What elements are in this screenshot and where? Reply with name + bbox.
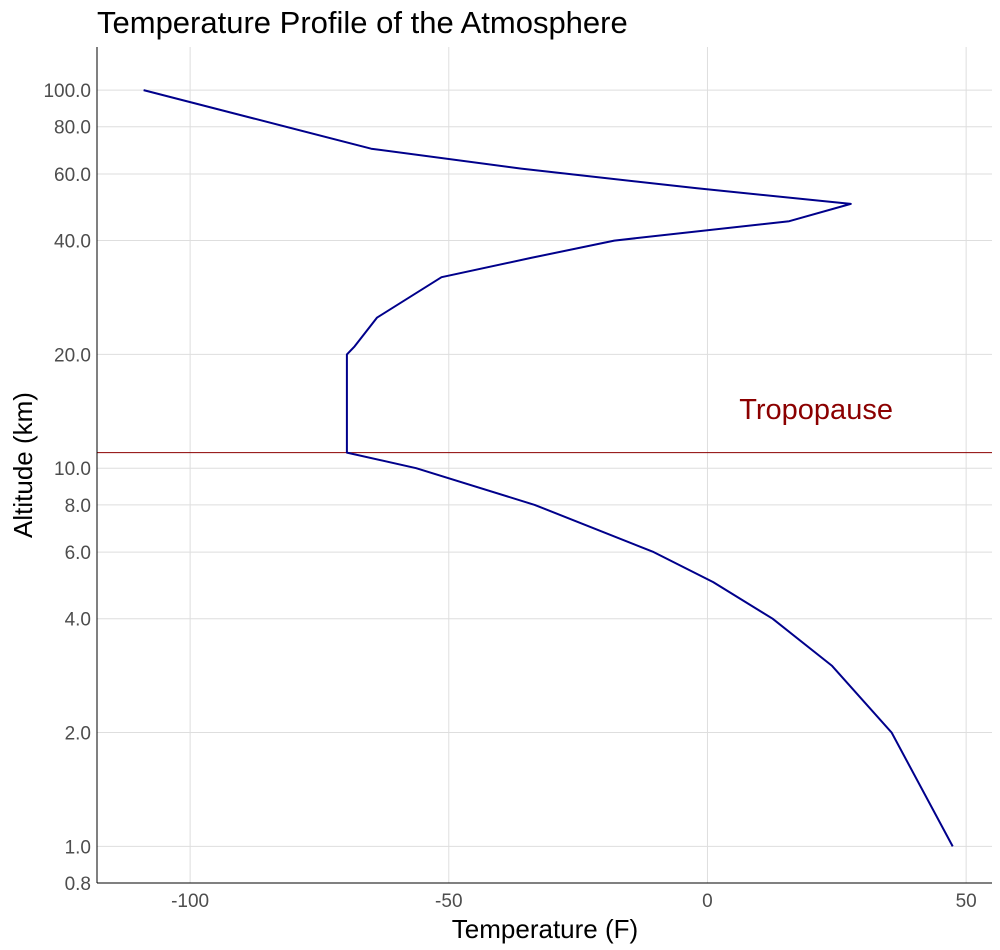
y-tick-label: 4.0 xyxy=(65,610,91,631)
y-tick-label: 10.0 xyxy=(54,459,91,480)
grid xyxy=(97,47,992,884)
y-axis-title: Altitude (km) xyxy=(8,392,38,538)
y-tick-label: 100.0 xyxy=(43,81,91,102)
y-tick-label: 20.0 xyxy=(54,345,91,366)
chart-title: Temperature Profile of the Atmosphere xyxy=(97,5,628,40)
annotation-layer: Tropopause xyxy=(739,394,893,426)
axes xyxy=(96,47,992,884)
y-tick-label: 1.0 xyxy=(65,837,91,858)
x-axis-title: Temperature (F) xyxy=(452,914,638,944)
y-tick-label: 60.0 xyxy=(54,165,91,186)
temperature-series-line xyxy=(143,89,954,847)
y-tick-label: 80.0 xyxy=(54,118,91,139)
y-tick-label: 0.8 xyxy=(65,874,91,895)
y-tick-label: 6.0 xyxy=(65,543,91,564)
x-tick-label: 50 xyxy=(956,891,977,912)
y-tick-label: 40.0 xyxy=(54,232,91,253)
x-tick-label: 0 xyxy=(702,891,713,912)
x-tick-label: -100 xyxy=(171,891,209,912)
x-tick-label: -50 xyxy=(435,891,462,912)
y-tick-label: 2.0 xyxy=(65,724,91,745)
tick-labels: 0.8 1.0 2.0 4.0 6.0 8.0 10.0 20.0 40.0 60.0 80.0 10… xyxy=(43,81,976,912)
series-layer xyxy=(143,89,954,847)
tropopause-label: Tropopause xyxy=(739,394,893,426)
y-tick-label: 8.0 xyxy=(65,496,91,517)
